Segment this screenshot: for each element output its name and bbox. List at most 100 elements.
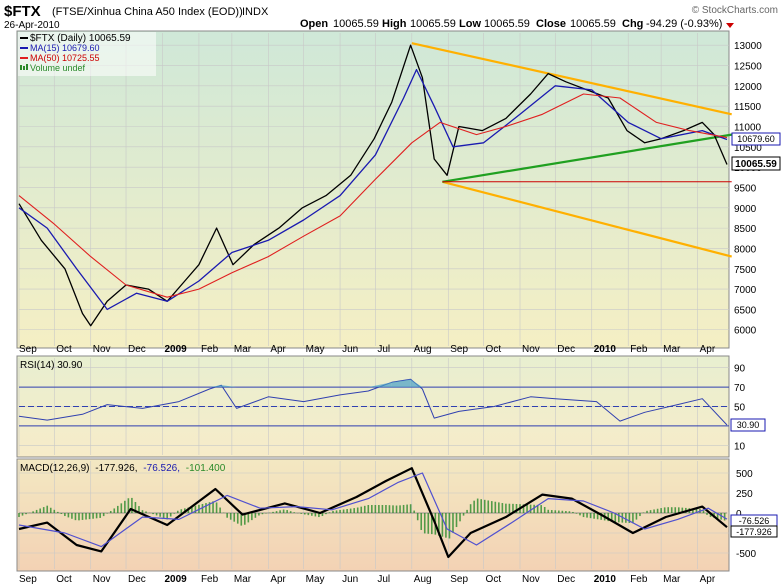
x-tick-label: Oct [486,344,502,355]
macd-histogram-bar [540,505,542,513]
macd-histogram-bar [349,508,352,513]
macd-histogram-bar [593,513,595,519]
macd-histogram-bar [106,513,109,514]
y-tick-label: 6500 [734,305,757,316]
close-label: Close [536,18,566,30]
x-tick-label: Oct [56,574,72,585]
chg-value: -94.29 (-0.93%) [646,18,722,30]
rsi-label: RSI(14) 30.90 [20,360,83,371]
close-value: 10065.59 [570,18,616,30]
open-label: Open [300,18,328,30]
macd-histogram-bar [92,513,94,519]
macd-histogram-bar [311,513,313,516]
x-tick-label: 2010 [594,344,617,355]
x-tick-label: Feb [630,574,648,585]
macd-histogram-bar [339,509,341,513]
rsi-overbought-fill [209,385,222,388]
macd-histogram-bar [275,511,278,513]
macd-histogram-bar [427,513,430,534]
y-tick-label: 11500 [734,102,762,113]
y-tick-label: 250 [736,489,753,500]
macd-histogram-bar [420,513,423,530]
macd-histogram-bar [236,513,239,524]
trendline-green [442,133,732,183]
y-tick-label: 13000 [734,41,762,52]
low-value: 10065.59 [484,18,530,30]
macd-histogram-bar [282,509,285,513]
macd-histogram-bar [279,510,281,513]
macd-histogram-bar [402,504,405,513]
macd-histogram-bar [406,504,408,513]
y-tick-label: 11000 [734,122,762,133]
macd-histogram-bar [18,513,20,517]
macd-histogram-bar [628,513,631,523]
macd-histogram-bar [229,513,232,520]
y-tick-label: 7500 [734,265,757,276]
macd-tag-value: -177.926 [736,527,772,537]
x-tick-label: Aug [414,344,432,355]
macd-histogram-bar [300,513,303,514]
volume-icon [20,65,22,70]
macd-histogram-bar [272,511,274,513]
macd-histogram-bar [667,507,669,513]
y-tick-label: -500 [736,549,756,560]
x-tick-label: Mar [663,344,681,355]
macd-histogram-bar [138,506,140,513]
close-tag [731,156,781,171]
x-tick-label: Dec [128,344,146,355]
macd-histogram-bar [261,513,264,515]
x-tick-label: Oct [486,574,502,585]
macd-histogram-bar [561,510,564,513]
macd-tag [730,525,778,538]
macd-histogram-bar [328,512,331,513]
macd-histogram-bar [67,513,70,518]
x-tick-label: 2010 [594,574,617,585]
macd-histogram-bar [240,513,243,526]
macd-histogram-bar [547,509,550,513]
macd-histogram-bar [258,513,260,516]
macd-histogram-bar [413,510,415,513]
x-tick-label: Sep [19,344,37,355]
macd-histogram-bar [21,513,24,516]
macd-histogram-bar [367,505,370,513]
macd-histogram-bar [109,510,112,513]
x-tick-label: Apr [700,344,716,355]
macd-histogram-bar [452,513,454,533]
legend-item-ma15: MA(15) 10679.60 [30,43,100,53]
rsi-tag [730,418,766,432]
macd-histogram-bar [480,499,482,513]
macd-histogram-bar [399,505,401,513]
x-axis-labels: Sep Sep Oct Oct Nov Nov Dec Dec 2009 2009 Feb Feb Ma… [19,344,716,585]
macd-histogram-bar [81,513,84,520]
macd-histogram-bar [325,513,327,515]
macd-histogram-bar [131,497,133,513]
y-tick-label: 6000 [734,326,757,337]
macd-histogram-bar [558,510,560,513]
macd-histogram-bar [476,498,479,513]
macd-histogram-bar [335,510,338,513]
index-name: (FTSE/Xinhua China A50 Index (EOD)) [52,6,243,18]
y-tick-label: 50 [734,403,746,414]
macd-histogram-bar [141,510,144,513]
y-tick-label: 7000 [734,285,757,296]
macd-histogram-bar [614,513,617,523]
macd-histogram-bar [723,513,726,521]
macd-histogram-bar [371,505,373,513]
macd-histogram-bar [318,513,320,518]
x-tick-label: Feb [630,344,648,355]
macd-histogram-bar [706,513,708,515]
symbol: $FTX [4,3,41,20]
macd-histogram-bar [180,509,183,513]
y-tick-label: 8500 [734,224,757,235]
x-tick-label: Dec [557,574,575,585]
x-tick-label: Apr [270,574,286,585]
macd-histogram-bar [127,498,130,513]
x-tick-label: Feb [201,574,219,585]
y-tick-label: 70 [734,383,746,394]
macd-histogram-bar [409,504,412,513]
trendline-orange [442,180,732,258]
x-tick-label: Jun [342,344,358,355]
macd-histogram-bar [39,508,41,513]
macd-histogram-bar [674,507,677,513]
macd-label-hist: -101.400 [186,463,226,474]
